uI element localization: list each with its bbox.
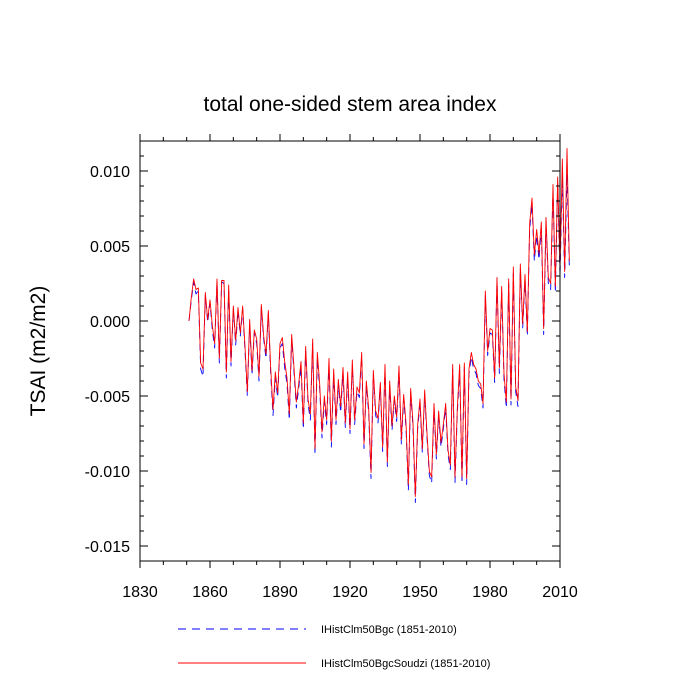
x-tick-label: 2010 [542,584,578,601]
y-axis-label: TSAI (m2/m2) [27,286,50,417]
x-tick-label: 1920 [332,584,368,601]
chart-title: total one-sided stem area index [203,93,497,116]
y-tick-label: -0.005 [85,389,130,406]
y-tick-label: -0.015 [85,539,130,556]
plot-frame [139,140,561,562]
tick-label-layer: 1830 1860 1890 1920 1950 1980 2010 -0.015 -0.010… [85,164,578,601]
legend-label-series-1: IHistClm50Bgc (1851-2010) [321,624,457,636]
series-line-2 [188,148,570,497]
legend-label-series-2: IHistClm50BgcSoudzi (1851-2010) [321,658,490,670]
x-tick-label: 1980 [472,584,508,601]
tick-layer [139,134,561,568]
y-tick-label: 0.005 [90,239,130,256]
series-layer [188,148,570,503]
x-tick-label: 1950 [402,584,438,601]
y-tick-label: -0.010 [85,464,130,481]
y-tick-label: 0.000 [90,314,130,331]
x-tick-label: 1830 [122,584,158,601]
legend: IHistClm50Bgc (1851-2010) IHistClm50BgcS… [178,624,490,670]
x-tick-label: 1860 [192,584,228,601]
y-tick-label: 0.010 [90,164,130,181]
x-tick-label: 1890 [262,584,298,601]
